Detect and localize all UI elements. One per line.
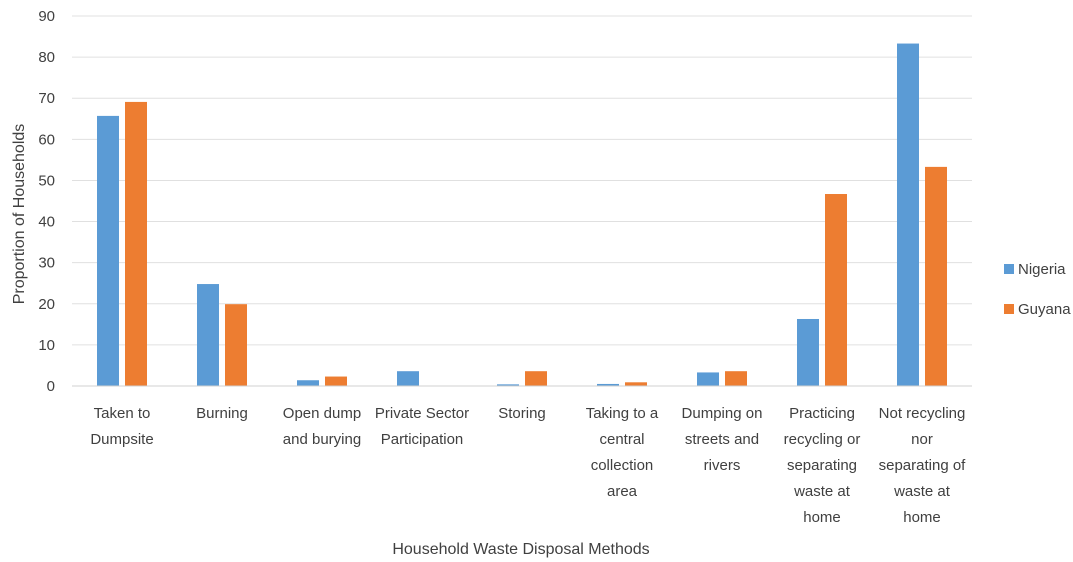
x-category-label: Storing [498,405,546,422]
x-category-label: Practicing [789,405,855,422]
y-tick-label: 40 [38,214,55,231]
category-labels: Taken to Dumpsite Burning Open dump and bury… [90,405,966,526]
gridlines [72,15,972,346]
bar-guyana [325,376,347,386]
bar-nigeria [497,384,519,386]
bar-guyana [725,371,747,386]
bar-guyana [925,166,947,386]
x-category-label: Dumpsite [90,431,153,448]
legend: Nigeria Guyana [1004,261,1071,318]
x-category-label: Open dump [283,405,361,422]
x-category-label: home [803,509,841,526]
x-category-label: waste at [793,483,851,500]
x-category-label: nor [911,431,933,448]
bar-guyana [625,382,647,386]
bar-nigeria [597,383,619,386]
x-category-label: Taking to a [586,405,659,422]
x-category-label: and burying [283,431,361,448]
x-category-label: Taken to [94,405,151,422]
x-category-label: home [903,509,941,526]
legend-label-nigeria: Nigeria [1018,261,1066,278]
bar-guyana [825,194,847,386]
bar-nigeria [697,372,719,386]
bar-guyana [225,304,247,386]
bar-guyana [525,371,547,386]
x-category-label: separating [787,457,857,474]
y-tick-label: 10 [38,337,55,354]
bar-nigeria [797,318,819,386]
bar-nigeria [97,115,119,387]
y-axis-ticks: 0 10 20 30 40 50 60 70 80 90 [38,8,55,395]
y-tick-label: 0 [47,378,55,395]
x-category-label: central [599,431,644,448]
y-tick-label: 80 [38,49,55,66]
x-category-label: collection [591,457,654,474]
bar-nigeria [197,284,219,386]
x-category-label: recycling or [784,431,861,448]
bar-nigeria [897,43,919,387]
x-category-label: rivers [704,457,741,474]
bars [97,43,947,387]
x-category-label: Private Sector [375,405,469,422]
legend-swatch-nigeria [1004,264,1014,274]
y-tick-label: 20 [38,296,55,313]
legend-label-guyana: Guyana [1018,301,1071,318]
bar-guyana [125,101,147,386]
y-tick-label: 30 [38,255,55,272]
x-category-label: Participation [381,431,464,448]
x-category-label: streets and [685,431,759,448]
x-category-label: area [607,483,638,500]
x-category-label: separating of [879,457,967,474]
x-category-label: waste at [893,483,951,500]
y-tick-label: 60 [38,131,55,148]
x-category-label: Not recycling [879,405,966,422]
x-category-label: Dumping on [682,405,763,422]
x-category-label: Burning [196,405,248,422]
bar-nigeria [297,380,319,386]
legend-swatch-guyana [1004,304,1014,314]
x-axis-title: Household Waste Disposal Methods [392,541,649,558]
y-tick-label: 50 [38,172,55,189]
y-axis-title: Proportion of Households [11,124,28,305]
y-tick-label: 90 [38,8,55,25]
bar-nigeria [397,371,419,386]
y-tick-label: 70 [38,90,55,107]
